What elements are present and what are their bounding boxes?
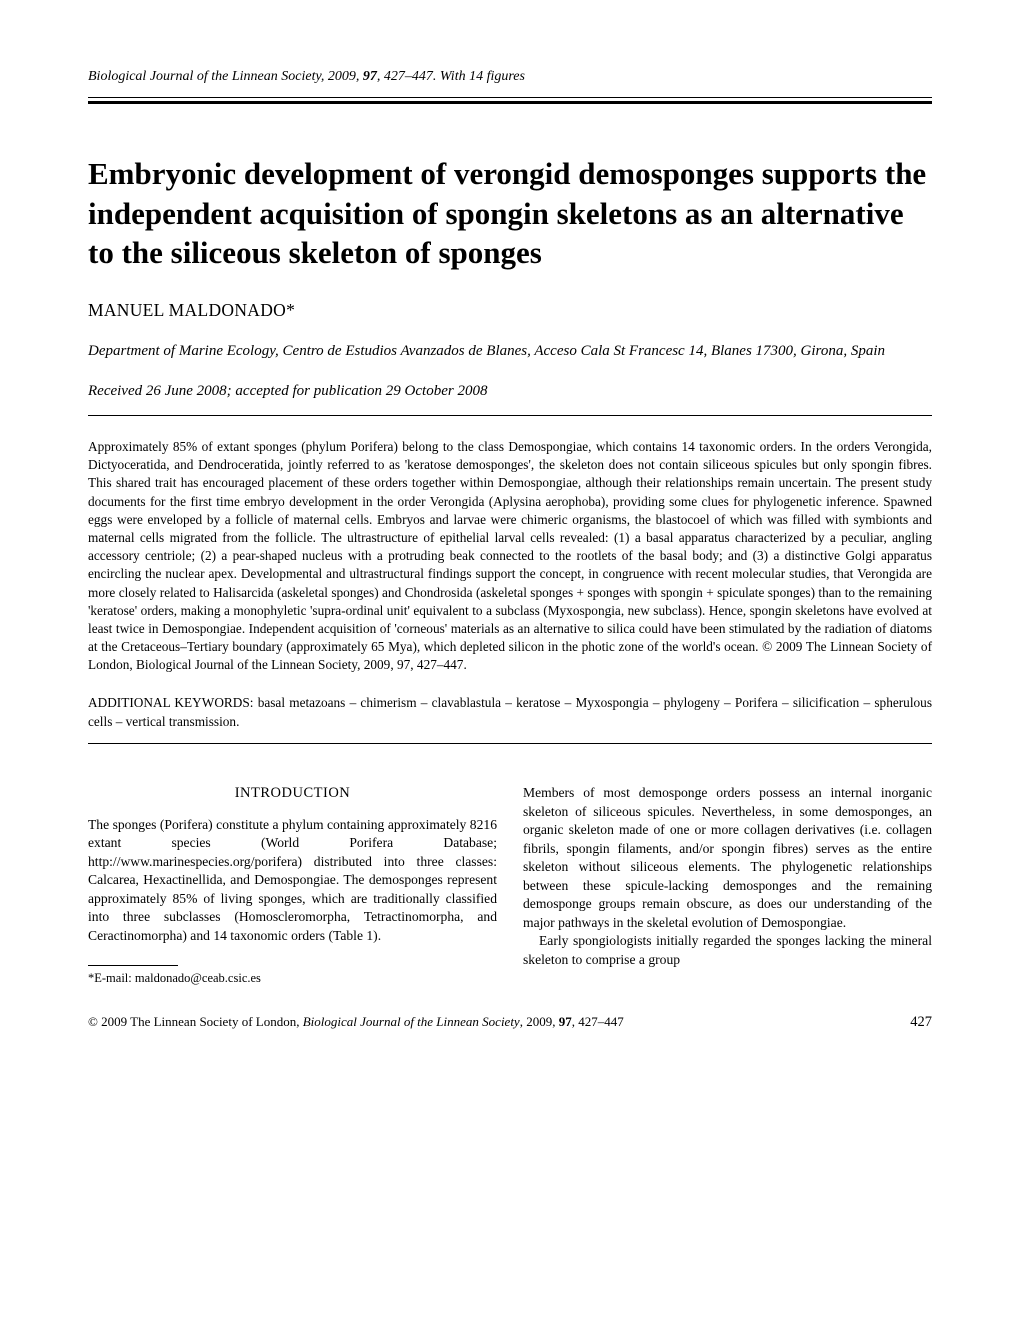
rule-below-keywords (88, 743, 932, 744)
body-columns: INTRODUCTION The sponges (Porifera) cons… (88, 784, 932, 987)
rule-above-abstract (88, 415, 932, 416)
journal-header: Biological Journal of the Linnean Societ… (88, 68, 932, 87)
affiliation: Department of Marine Ecology, Centro de … (88, 341, 932, 361)
column-left: INTRODUCTION The sponges (Porifera) cons… (88, 784, 497, 987)
intro-paragraph-left: The sponges (Porifera) constitute a phyl… (88, 816, 497, 945)
page-footer: © 2009 The Linnean Society of London, Bi… (88, 1013, 932, 1033)
page-number: 427 (910, 1013, 932, 1033)
keywords-label: ADDITIONAL KEYWORDS: (88, 695, 253, 710)
author: MANUEL MALDONADO* (88, 299, 932, 323)
received-line: Received 26 June 2008; accepted for publ… (88, 381, 932, 401)
rule-thick (88, 101, 932, 104)
footnote-rule (88, 965, 178, 966)
intro-paragraph-right-2: Early spongiologists initially regarded … (523, 932, 932, 969)
journal-meta: , 2009, 97, 427–447. With 14 figures (321, 69, 525, 84)
intro-paragraph-right-1: Members of most demosponge orders posses… (523, 784, 932, 932)
footer-copyright: © 2009 The Linnean Society of London, Bi… (88, 1013, 910, 1031)
abstract: Approximately 85% of extant sponges (phy… (88, 438, 932, 675)
corresponding-footnote: *E-mail: maldonado@ceab.csic.es (88, 970, 497, 987)
keywords: ADDITIONAL KEYWORDS: basal metazoans – c… (88, 693, 932, 732)
rule-thin-top (88, 97, 932, 98)
column-right: Members of most demosponge orders posses… (523, 784, 932, 987)
section-heading-introduction: INTRODUCTION (88, 784, 497, 804)
journal-name: Biological Journal of the Linnean Societ… (88, 69, 321, 84)
article-title: Embryonic development of verongid demosp… (88, 154, 932, 273)
